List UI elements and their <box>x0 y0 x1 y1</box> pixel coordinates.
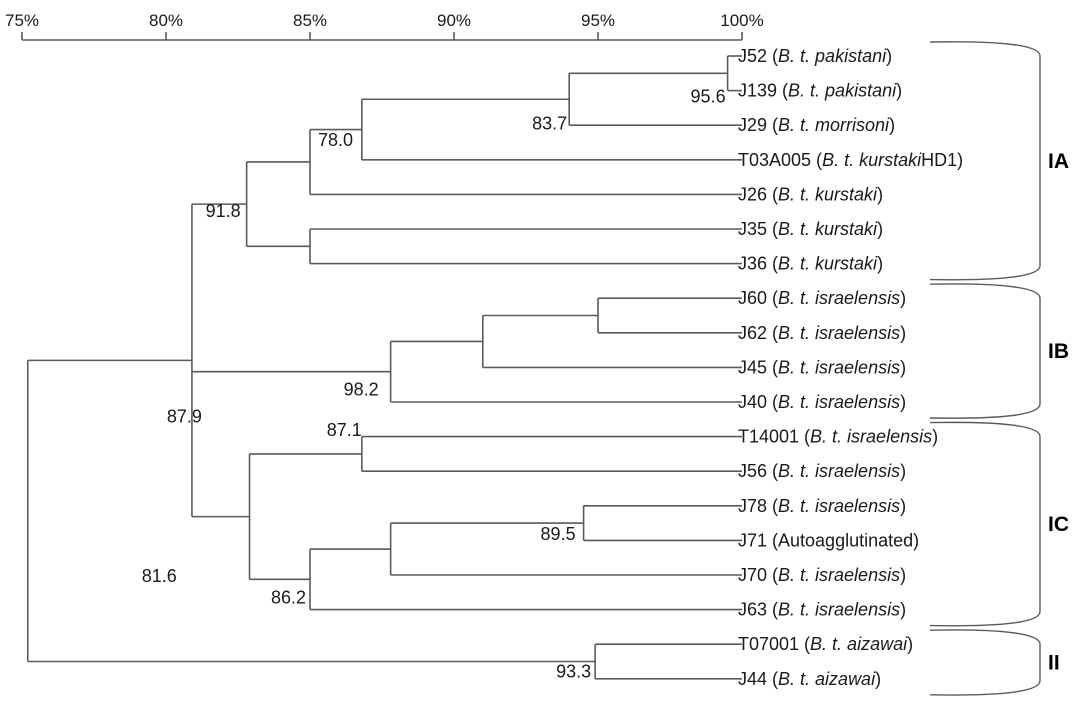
scale-tick-label: 100% <box>720 11 763 30</box>
node-similarity-label: 95.6 <box>691 86 726 106</box>
scale-tick-label: 80% <box>149 11 183 30</box>
leaf-label-j63: J63 (B. t. israelensis) <box>738 600 906 620</box>
group-bracket <box>929 41 1041 281</box>
group-bracket <box>929 629 1041 696</box>
scale-tick-label: 85% <box>293 11 327 30</box>
node-similarity-label: 89.5 <box>541 524 576 544</box>
group-bracket <box>929 283 1041 419</box>
leaf-label-t14001: T14001 (B. t. israelensis) <box>738 427 938 447</box>
node-similarity-label: 91.8 <box>206 201 241 221</box>
node-similarity-label: 83.7 <box>532 113 567 133</box>
leaf-label-j52: J52 (B. t. pakistani) <box>738 46 892 66</box>
group-label-ia: IA <box>1048 150 1069 173</box>
node-similarity-label: 98.2 <box>344 380 379 400</box>
group-label-ib: IB <box>1048 340 1069 363</box>
leaf-label-j36: J36 (B. t. kurstaki) <box>738 254 883 274</box>
leaf-label-j26: J26 (B. t. kurstaki) <box>738 184 883 204</box>
node-similarity-label: 86.2 <box>271 587 306 607</box>
leaf-label-j29: J29 (B. t. morrisoni) <box>738 115 895 135</box>
leaf-label-j45: J45 (B. t. israelensis) <box>738 357 906 377</box>
leaf-label-j35: J35 (B. t. kurstaki) <box>738 219 883 239</box>
scale-tick-label: 90% <box>437 11 471 30</box>
leaf-label-j71: J71 (Autoagglutinated) <box>738 530 919 550</box>
leaf-label-j70: J70 (B. t. israelensis) <box>738 565 906 585</box>
group-bracket <box>929 421 1041 627</box>
node-similarity-label: 81.6 <box>142 566 177 586</box>
leaf-label-j44: J44 (B. t. aizawai) <box>738 669 881 689</box>
scale-tick-label: 75% <box>5 11 39 30</box>
leaf-label-j78: J78 (B. t. israelensis) <box>738 496 906 516</box>
leaf-label-t07001: T07001 (B. t. aizawai) <box>738 634 913 654</box>
leaf-label-j40: J40 (B. t. israelensis) <box>738 392 906 412</box>
leaf-label-j139: J139 (B. t. pakistani) <box>738 81 902 101</box>
leaf-label-t03a005: T03A005 (B. t. kurstakiHD1) <box>738 150 963 170</box>
leaf-label-j56: J56 (B. t. israelensis) <box>738 461 906 481</box>
node-similarity-label: 87.9 <box>167 406 202 426</box>
group-label-ic: IC <box>1048 513 1069 536</box>
leaf-label-j60: J60 (B. t. israelensis) <box>738 288 906 308</box>
group-label-ii: II <box>1048 652 1060 675</box>
node-similarity-label: 93.3 <box>556 662 591 682</box>
node-similarity-label: 87.1 <box>327 420 362 440</box>
leaf-label-j62: J62 (B. t. israelensis) <box>738 323 906 343</box>
node-similarity-label: 78.0 <box>318 130 353 150</box>
scale-tick-label: 95% <box>581 11 615 30</box>
